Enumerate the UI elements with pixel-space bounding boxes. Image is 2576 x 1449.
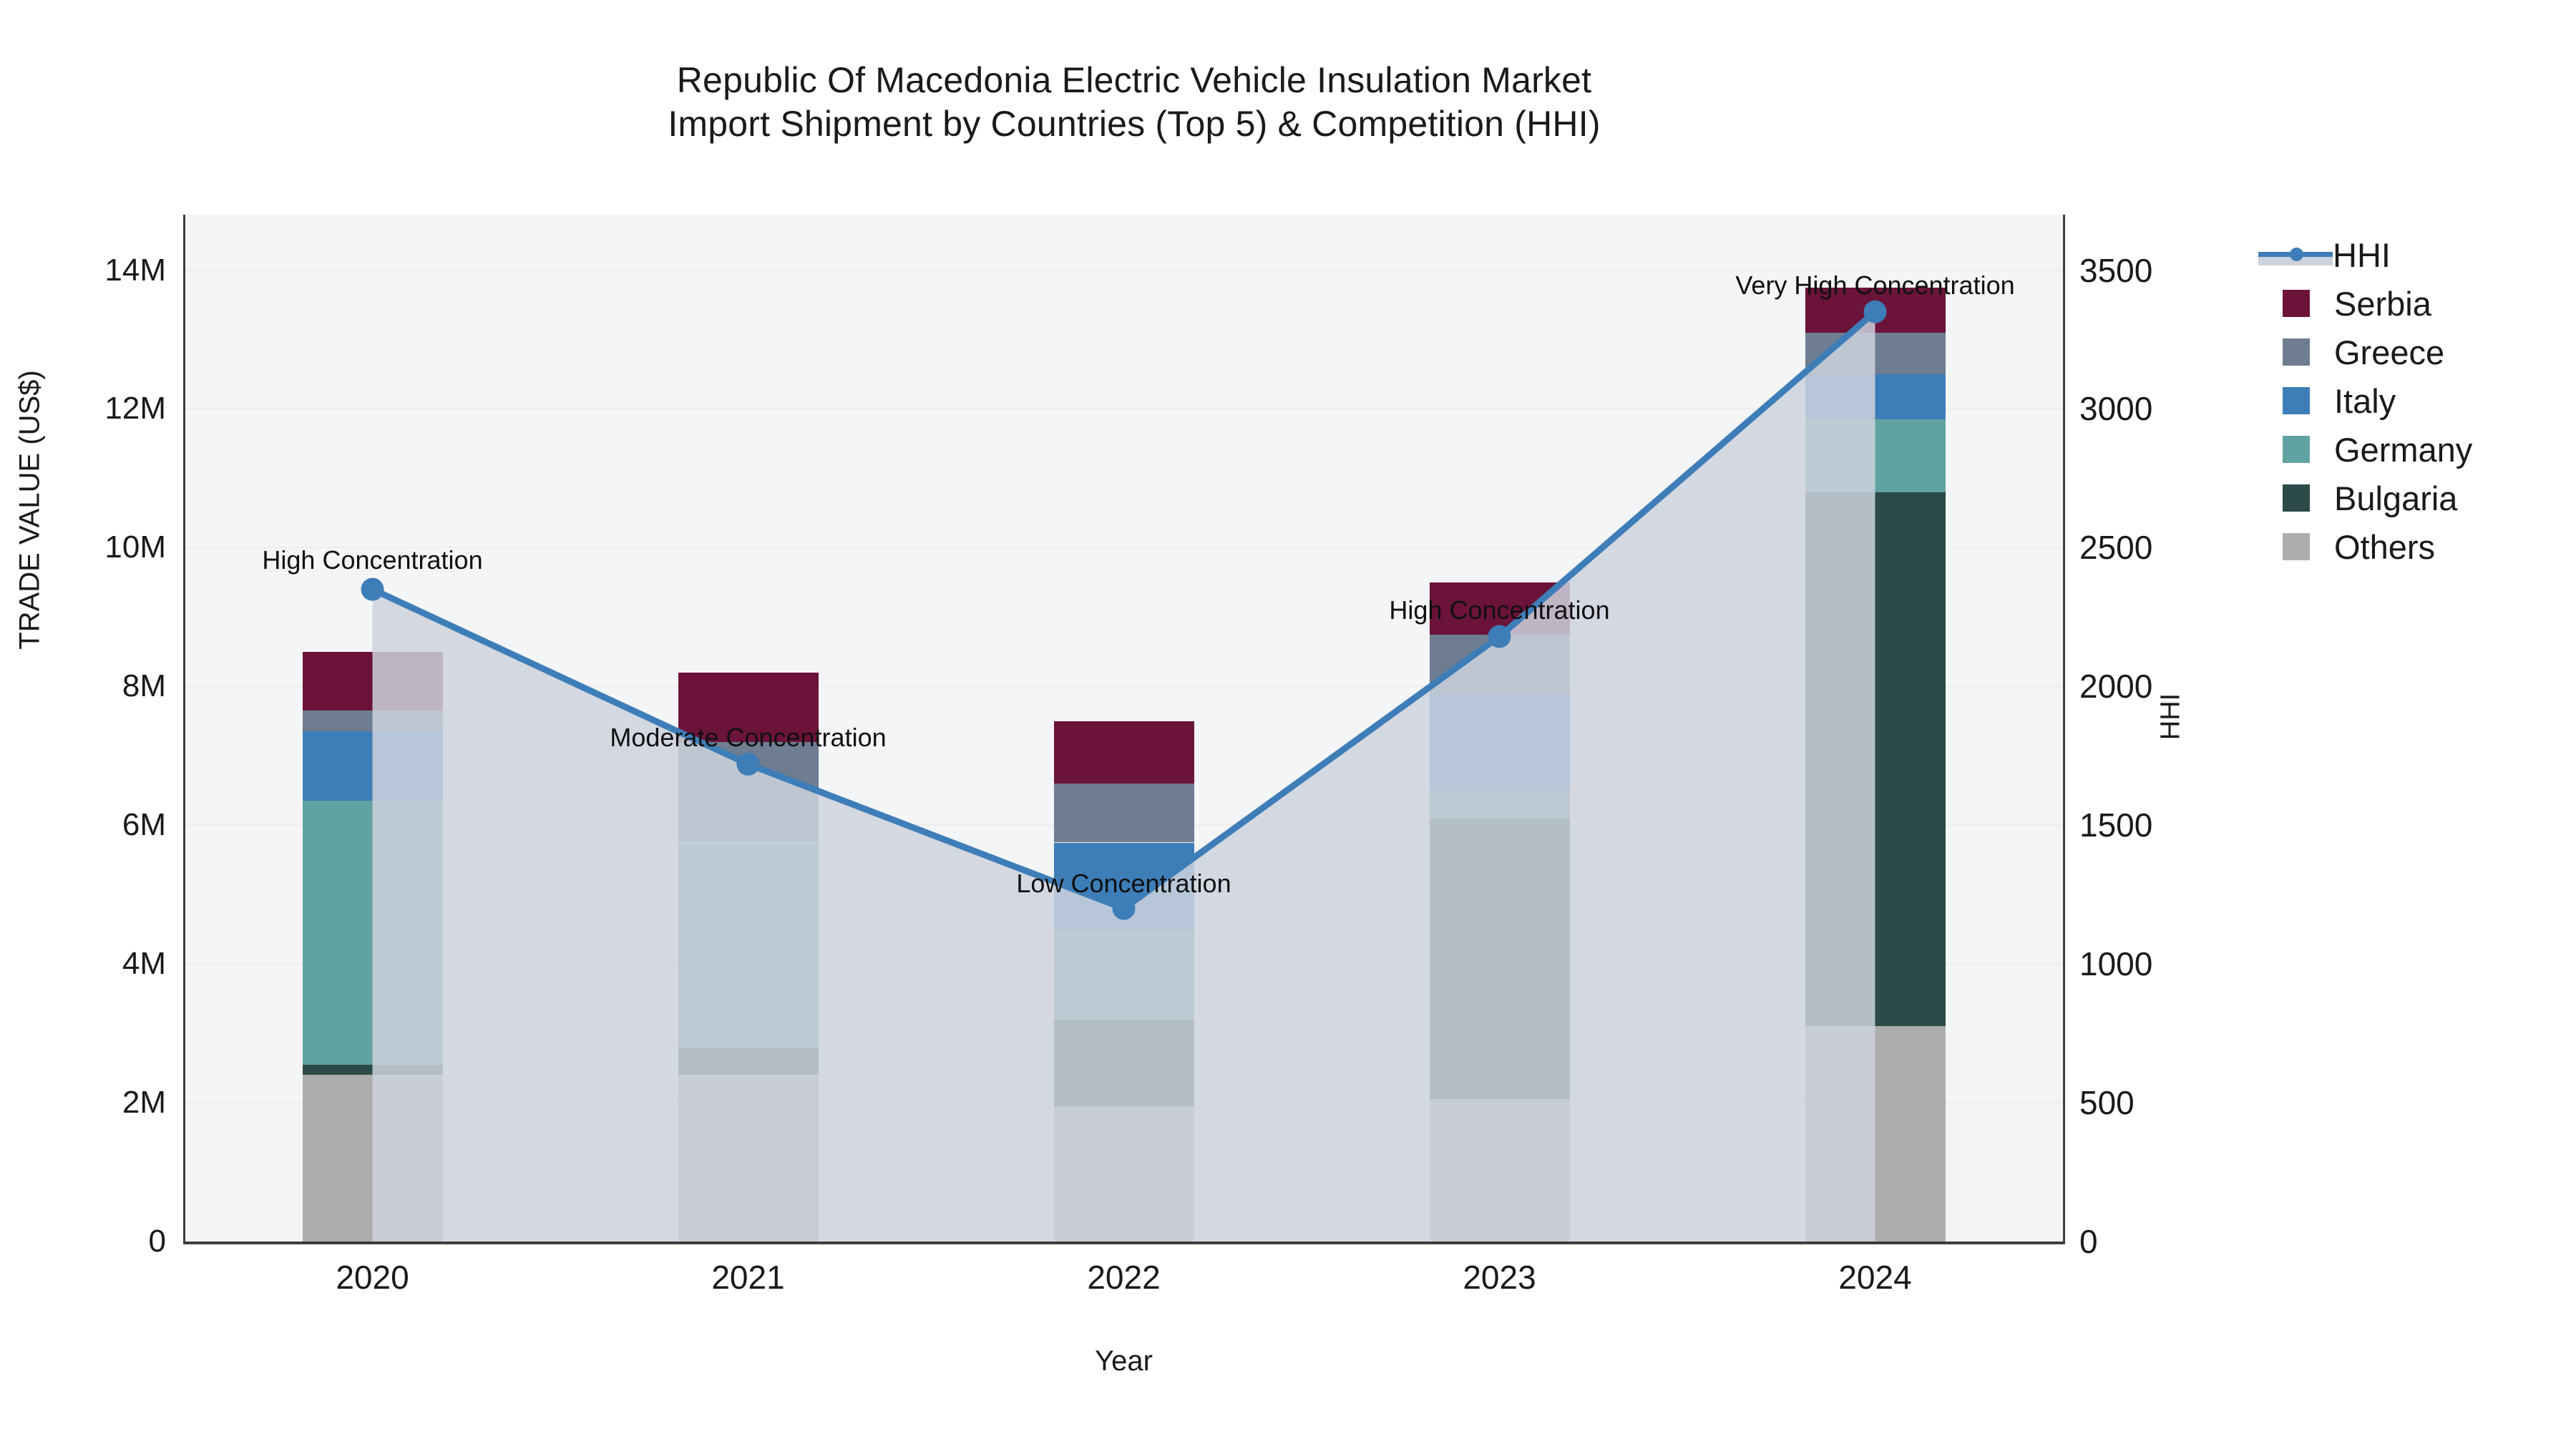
- bar-segment-italy-2023[interactable]: [1429, 693, 1570, 791]
- x-tick-label-2024: 2024: [1838, 1259, 1912, 1296]
- x-axis-title: Year: [1095, 1345, 1153, 1377]
- legend-item-bulgaria[interactable]: Bulgaria: [2283, 474, 2569, 522]
- annotation-2022: Low Concentration: [1016, 868, 1231, 898]
- legend-swatch-icon: [2283, 436, 2310, 463]
- legend-label: Germany: [2334, 430, 2473, 469]
- bar-segment-others-2020[interactable]: [302, 1075, 443, 1241]
- bar-segment-bulgaria-2024[interactable]: [1805, 492, 1946, 1027]
- y-tick-left-label: 8M: [122, 668, 166, 704]
- y-tick-right-label: 3000: [2079, 390, 2153, 428]
- legend-swatch-icon: [2283, 387, 2310, 414]
- y-axis-left-spine: [183, 215, 185, 1243]
- y-axis-left-title: TRADE VALUE (US$): [14, 370, 46, 650]
- y-tick-right-label: 1000: [2079, 945, 2153, 983]
- bar-segment-greece-2024[interactable]: [1805, 332, 1946, 375]
- y-tick-right-label: 3500: [2079, 251, 2153, 289]
- bar-group-2020[interactable]: [302, 215, 443, 1241]
- bar-segment-serbia-2020[interactable]: [302, 651, 443, 711]
- bar-group-2024[interactable]: [1805, 215, 1946, 1241]
- legend-item-italy[interactable]: Italy: [2283, 376, 2569, 425]
- bar-segment-others-2021[interactable]: [678, 1075, 819, 1241]
- plot-area: [185, 215, 2063, 1241]
- legend-swatch-icon: [2283, 484, 2310, 512]
- bar-segment-italy-2020[interactable]: [302, 731, 443, 801]
- legend-label: HHI: [2333, 235, 2391, 274]
- legend-swatch-icon: [2283, 290, 2310, 317]
- legend-item-serbia[interactable]: Serbia: [2283, 279, 2569, 328]
- bar-segment-germany-2021[interactable]: [678, 842, 819, 1048]
- y-tick-left-label: 2M: [122, 1085, 166, 1121]
- legend-label: Bulgaria: [2334, 479, 2458, 517]
- bar-group-2022[interactable]: [1053, 215, 1194, 1241]
- bar-segment-italy-2024[interactable]: [1805, 374, 1946, 420]
- chart-legend: HHI Serbia Greece Italy Germany Bulgaria Other…: [2258, 230, 2569, 571]
- bar-segment-germany-2024[interactable]: [1805, 419, 1946, 492]
- legend-item-others[interactable]: Others: [2283, 522, 2569, 571]
- y-tick-left-label: 4M: [122, 946, 166, 982]
- y-tick-left-label: 14M: [104, 252, 166, 288]
- bar-segment-bulgaria-2021[interactable]: [678, 1047, 819, 1075]
- x-axis-spine: [183, 1241, 2065, 1244]
- annotation-2021: Moderate Concentration: [610, 722, 887, 752]
- legend-item-hhi[interactable]: HHI: [2258, 230, 2569, 279]
- bar-segment-greece-2020[interactable]: [302, 711, 443, 732]
- x-tick-label-2022: 2022: [1087, 1259, 1161, 1296]
- bar-segment-greece-2021[interactable]: [678, 741, 819, 843]
- legend-label: Greece: [2334, 333, 2445, 371]
- bar-segment-others-2023[interactable]: [1429, 1099, 1570, 1241]
- legend-item-greece[interactable]: Greece: [2283, 328, 2569, 376]
- y-tick-right-label: 1500: [2079, 806, 2153, 844]
- legend-label: Others: [2334, 527, 2436, 566]
- legend-label: Serbia: [2334, 284, 2431, 323]
- legend-line-icon: [2258, 241, 2333, 268]
- y-tick-right-label: 2000: [2079, 668, 2153, 706]
- gridline-right: [185, 269, 2063, 271]
- annotation-2020: High Concentration: [262, 545, 483, 575]
- y-tick-left-label: 10M: [104, 530, 166, 565]
- bar-segment-greece-2022[interactable]: [1053, 784, 1194, 843]
- page-title: Republic Of Macedonia Electric Vehicle I…: [668, 60, 1601, 144]
- bar-segment-greece-2023[interactable]: [1429, 634, 1570, 694]
- legend-swatch-icon: [2283, 338, 2310, 366]
- y-tick-left-label: 0: [148, 1224, 166, 1259]
- bar-segment-bulgaria-2020[interactable]: [302, 1064, 443, 1075]
- annotation-2023: High Concentration: [1389, 595, 1610, 625]
- bar-segment-serbia-2022[interactable]: [1053, 721, 1194, 784]
- y-tick-left-label: 12M: [104, 391, 166, 426]
- y-tick-left-label: 6M: [122, 807, 166, 843]
- legend-swatch-icon: [2283, 533, 2310, 560]
- y-axis-right-spine: [2063, 215, 2065, 1243]
- y-tick-right-label: 500: [2079, 1084, 2135, 1122]
- y-tick-right-label: 2500: [2079, 529, 2153, 567]
- legend-item-germany[interactable]: Germany: [2283, 425, 2569, 474]
- y-tick-right-label: 0: [2079, 1223, 2098, 1260]
- annotation-2024: Very High Concentration: [1735, 270, 2015, 300]
- bar-segment-germany-2023[interactable]: [1429, 790, 1570, 819]
- bar-segment-others-2022[interactable]: [1053, 1106, 1194, 1241]
- x-tick-label-2020: 2020: [336, 1259, 409, 1296]
- bar-segment-bulgaria-2022[interactable]: [1053, 1019, 1194, 1106]
- y-axis-right-title: HHI: [2155, 693, 2186, 741]
- legend-label: Italy: [2334, 381, 2396, 420]
- bar-segment-germany-2022[interactable]: [1053, 929, 1194, 1020]
- bar-segment-germany-2020[interactable]: [302, 801, 443, 1065]
- bar-segment-bulgaria-2023[interactable]: [1429, 818, 1570, 1100]
- bar-group-2023[interactable]: [1429, 215, 1570, 1241]
- x-tick-label-2021: 2021: [711, 1259, 785, 1296]
- x-tick-label-2023: 2023: [1463, 1259, 1536, 1296]
- bar-segment-others-2024[interactable]: [1805, 1026, 1946, 1241]
